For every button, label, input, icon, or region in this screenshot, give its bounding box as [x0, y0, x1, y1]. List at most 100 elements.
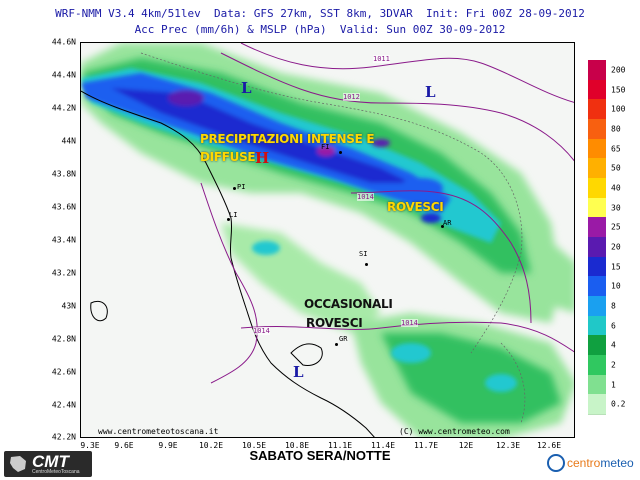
lat-label: 43N — [61, 301, 76, 311]
annotation-occasionali-2: ROVESCI — [306, 316, 363, 330]
legend-label: 40 — [611, 183, 621, 193]
lat-label: 43.2N — [51, 268, 76, 278]
legend-swatch — [588, 178, 606, 199]
city-label: LI — [229, 211, 238, 219]
isobar-label: 1014 — [401, 319, 418, 327]
lon-label: 10.5E — [241, 441, 267, 450]
legend-label: 200 — [611, 65, 626, 75]
legend-swatch — [588, 276, 606, 297]
centrometeo-logo-text: centrometeo — [567, 456, 634, 470]
legend-swatch — [588, 197, 606, 219]
region-border — [140, 52, 526, 424]
legend-swatch — [588, 355, 606, 376]
isobar-label: 1011 — [373, 55, 390, 63]
legend-label: 20 — [611, 242, 621, 252]
lon-label: 11.4E — [370, 441, 396, 450]
legend-swatch — [588, 394, 606, 415]
city-label: GR — [339, 335, 348, 343]
lon-label: 10.2E — [198, 441, 224, 450]
isobars — [200, 43, 574, 384]
rain-intense — [81, 73, 451, 223]
cmt-logo: CMT CentroMeteoToscana — [4, 451, 92, 477]
lat-label: 43.4N — [51, 235, 76, 245]
lat-label: 44.4N — [51, 70, 76, 80]
legend-label: 6 — [611, 321, 616, 330]
city-dot — [233, 187, 236, 190]
lat-label: 44N — [61, 136, 76, 146]
annotation-intense-1: PRECIPITAZIONI INTENSE E — [200, 132, 375, 146]
legend-label: 150 — [611, 85, 626, 94]
header-line-1: WRF-NMM V3.4 4km/51lev Data: GFS 27km, S… — [55, 7, 585, 20]
credit-left: www.centrometeotoscana.it — [98, 427, 219, 436]
isobar-label: 1014 — [253, 327, 270, 335]
precipitation-map: 1011 1012 1014 1014 1014 L L L H FI PI L… — [80, 42, 575, 438]
legend-swatch — [588, 60, 606, 81]
legend-swatch — [588, 158, 606, 179]
cmt-logo-text: CMT — [32, 452, 69, 471]
lat-label: 44.6N — [51, 37, 76, 47]
legend-label: 8 — [611, 301, 616, 311]
legend-label: 1 — [611, 380, 616, 389]
annotation-occasionali-1: OCCASIONALI — [304, 297, 393, 311]
lat-label: 44.2N — [51, 103, 76, 113]
legend-swatch — [588, 119, 606, 140]
legend-label: 100 — [611, 104, 626, 114]
lon-label: 9.6E — [114, 441, 134, 450]
lon-label: 12E — [458, 441, 474, 450]
legend-swatch — [588, 99, 606, 120]
city-dot — [335, 343, 338, 346]
lon-label: 11.7E — [413, 441, 439, 450]
city-label: PI — [237, 183, 246, 191]
legend-label: 30 — [611, 203, 621, 212]
precipitation-legend — [588, 60, 606, 415]
credit-right: (C) www.centrometeo.com — [399, 427, 510, 436]
legend-swatch — [588, 237, 606, 258]
isobar-label: 1012 — [343, 93, 360, 101]
high-pressure-center: H — [255, 149, 270, 167]
low-pressure-center: L — [241, 79, 252, 97]
header-line-2: Acc Prec (mm/6h) & MSLP (hPa) Valid: Sun… — [134, 23, 506, 36]
city-dot — [227, 218, 230, 221]
legend-label: 2 — [611, 360, 616, 370]
centrometeo-logo: centrometeo — [545, 452, 637, 476]
footer-title: SABATO SERA/NOTTE — [249, 448, 391, 463]
low-pressure-center: L — [293, 363, 304, 381]
legend-swatch — [588, 79, 606, 101]
legend-label: 15 — [611, 262, 621, 271]
city-label: FI — [321, 143, 330, 151]
legend-swatch — [588, 315, 606, 337]
legend-swatch — [588, 138, 606, 160]
cmt-logo-subtext: CentroMeteoToscana — [32, 469, 80, 475]
toscana-shape-icon — [10, 456, 26, 472]
lon-label: 9.9E — [158, 441, 178, 450]
legend-label: 65 — [611, 144, 621, 153]
annotation-intense-2: DIFFUSE — [200, 150, 256, 164]
city-label: AR — [443, 219, 452, 227]
precipitation-field — [81, 43, 574, 437]
globe-icon — [547, 454, 565, 472]
lon-label: 9.3E — [80, 441, 100, 450]
legend-label: 25 — [611, 222, 621, 232]
lat-label: 43.8N — [51, 169, 76, 179]
legend-swatch — [588, 256, 606, 278]
annotation-rovesci: ROVESCI — [387, 200, 444, 214]
lat-label: 42.4N — [51, 400, 76, 410]
lon-label: 12.3E — [495, 441, 521, 450]
city-dot — [339, 151, 342, 154]
lon-label: 12.6E — [536, 441, 562, 450]
legend-label: 50 — [611, 163, 621, 173]
isobar-label: 1014 — [357, 193, 374, 201]
legend-label: 0.2 — [611, 399, 626, 409]
lat-label: 42.6N — [51, 367, 76, 377]
legend-label: 80 — [611, 124, 621, 134]
lat-label: 43.6N — [51, 202, 76, 212]
lat-label: 42.2N — [51, 432, 76, 442]
city-label: SI — [359, 250, 368, 258]
city-dot — [365, 263, 368, 266]
legend-label: 10 — [611, 281, 621, 291]
legend-swatch — [588, 335, 606, 356]
coastline — [81, 90, 375, 437]
city-dot — [441, 225, 444, 228]
legend-swatch — [588, 296, 606, 317]
legend-swatch — [588, 374, 606, 396]
